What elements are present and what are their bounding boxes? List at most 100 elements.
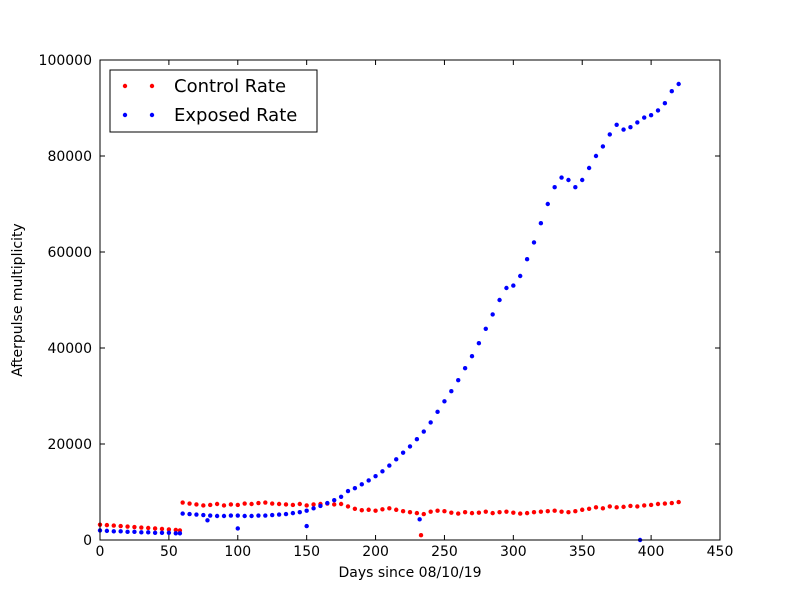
data-point — [352, 485, 358, 491]
data-point — [407, 444, 413, 449]
data-point — [263, 500, 268, 505]
data-point — [318, 503, 323, 509]
data-point — [518, 273, 523, 279]
data-point — [469, 510, 475, 516]
data-point — [380, 469, 385, 474]
data-point — [338, 494, 344, 499]
legend-marker-control-2 — [149, 83, 155, 89]
data-point — [228, 513, 234, 518]
data-point — [283, 511, 289, 517]
data-point — [414, 437, 420, 442]
data-point — [648, 113, 654, 118]
data-point — [676, 499, 681, 505]
data-point — [276, 512, 282, 517]
data-point — [304, 503, 309, 508]
data-point — [421, 429, 426, 434]
x-tick-label: 150 — [293, 544, 320, 560]
data-point — [180, 511, 185, 516]
data-point — [104, 522, 110, 528]
data-point — [511, 510, 516, 515]
data-point — [442, 509, 447, 514]
legend-box — [109, 69, 318, 133]
data-point — [407, 509, 413, 515]
data-point — [311, 506, 316, 511]
data-point — [366, 507, 371, 512]
data-point — [394, 507, 399, 512]
y-tick-label: 100000 — [39, 53, 92, 69]
data-point — [332, 502, 337, 507]
data-point — [338, 501, 344, 507]
data-point — [249, 501, 254, 507]
legend-label-control: Control Rate — [174, 76, 286, 97]
data-point — [242, 501, 247, 506]
y-tick-label: 20000 — [47, 437, 92, 453]
data-point — [580, 507, 585, 512]
data-point — [593, 505, 599, 510]
data-point — [642, 115, 647, 120]
data-point — [366, 478, 371, 483]
data-point — [655, 501, 661, 507]
data-point — [194, 502, 199, 507]
x-tick-label: 200 — [362, 544, 389, 560]
data-point — [270, 501, 275, 506]
data-point — [435, 508, 440, 513]
data-point — [573, 185, 578, 190]
data-point — [421, 511, 426, 517]
x-tick-label: 100 — [224, 544, 251, 560]
data-point — [621, 504, 626, 510]
data-point — [642, 503, 647, 508]
data-point — [325, 500, 330, 506]
data-point — [593, 153, 599, 159]
legend-marker-control-1 — [122, 83, 128, 89]
data-point — [504, 285, 509, 291]
data-point — [669, 89, 674, 94]
data-point — [676, 81, 681, 87]
data-point — [201, 503, 206, 508]
data-point — [552, 185, 557, 190]
data-point — [146, 530, 151, 535]
data-point — [139, 530, 144, 535]
data-point — [580, 177, 585, 183]
legend-marker-exposed-2 — [149, 112, 155, 118]
legend-marker-exposed-1 — [122, 112, 128, 118]
data-point — [373, 473, 378, 479]
data-point — [304, 523, 309, 529]
data-point — [476, 510, 482, 515]
data-point — [628, 503, 633, 509]
data-point — [387, 463, 392, 468]
data-point — [159, 530, 165, 535]
data-point — [586, 165, 592, 171]
x-tick-label: 350 — [569, 544, 596, 560]
data-point — [456, 377, 461, 383]
data-point — [414, 510, 420, 516]
data-point — [359, 508, 364, 513]
data-point — [538, 509, 544, 514]
data-point — [111, 523, 116, 528]
data-point — [662, 101, 668, 106]
data-point — [469, 353, 475, 359]
plot-area-frame — [99, 59, 721, 541]
data-point — [373, 508, 378, 513]
data-point — [524, 257, 530, 262]
data-point — [125, 529, 130, 535]
y-tick-label: 0 — [83, 533, 92, 549]
data-point — [400, 450, 406, 455]
data-point — [276, 501, 282, 507]
data-point — [205, 518, 210, 523]
data-point — [600, 144, 606, 149]
data-point — [497, 297, 502, 303]
x-tick-label: 450 — [707, 544, 734, 560]
data-point — [221, 513, 227, 519]
data-point — [173, 531, 178, 536]
data-point — [221, 503, 227, 508]
data-point — [531, 240, 537, 245]
data-point — [394, 457, 399, 462]
data-point — [132, 529, 137, 535]
data-point — [173, 527, 178, 533]
x-tick-label: 250 — [431, 544, 458, 560]
data-point — [208, 513, 213, 518]
data-point — [311, 502, 316, 507]
data-point — [586, 506, 592, 511]
data-point — [566, 509, 571, 515]
